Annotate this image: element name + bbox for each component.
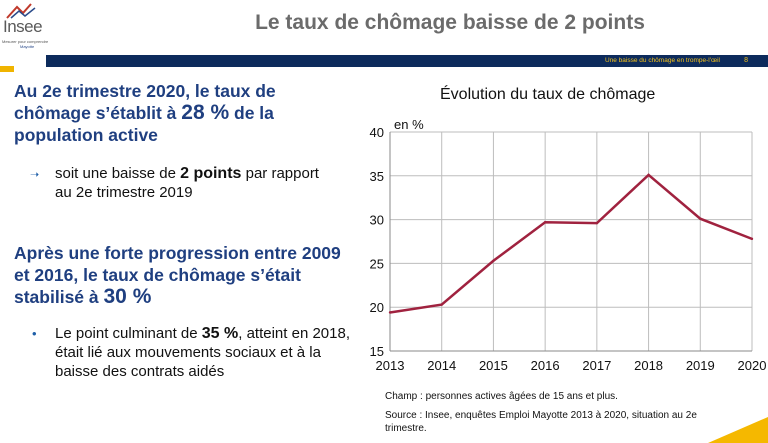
bullet1-bold: 2 points [180,165,242,182]
bullet2-tail: , atteint en 2018, était lié aux mouveme… [55,325,350,380]
heading2-value: 30 % [103,285,152,308]
logo-region: Mayotte [20,44,35,49]
bullet2-text: Le point culminant de [55,325,202,342]
slide-subtitle: Une baisse du chômage en trompe-l'œil [604,57,720,64]
x-tick-label: 2017 [582,358,611,373]
heading1-text: Au 2e trimestre 2020, le taux de chômage… [14,81,276,123]
y-tick-label: 20 [370,300,384,315]
x-tick-label: 2018 [634,358,663,373]
heading2-text: Après une forte progression entre 2009 e… [14,243,341,307]
heading1-tail: de la population active [14,103,274,145]
corner-decoration [708,417,768,443]
note-source: Source : Insee, enquêtes Emploi Mayotte … [385,410,697,434]
chart-title: Évolution du taux de chômage [440,86,656,103]
data-point [440,303,443,306]
y-tick-label: 25 [370,256,384,271]
slide-title: Le taux de chômage baisse de 2 points [255,11,645,34]
y-axis-label: en % [394,117,424,132]
heading-history: Après une forte progression entre 2009 e… [14,242,344,308]
data-point [647,173,650,177]
accent-bar [0,66,14,72]
bullet-decrease: soit une baisse de 2 points par rapport … [55,164,320,202]
page-number: 8 [744,57,748,64]
x-tick-label: 2019 [686,358,715,373]
header-bar: Une baisse du chômage en trompe-l'œil 8 [46,55,768,67]
y-tick-label: 35 [370,169,384,184]
x-tick-label: 2014 [427,358,456,373]
series-line [389,173,753,314]
note-champ: Champ : personnes actives âgées de 15 an… [385,391,618,402]
y-tick-label: 15 [370,344,384,359]
x-tick-label: 2013 [376,358,405,373]
dot-bullet-icon: • [32,326,37,341]
bullet-peak: Le point culminant de 35 %, atteint en 2… [55,324,365,381]
heading-current-rate: Au 2e trimestre 2020, le taux de chômage… [14,80,332,146]
data-point [543,221,547,224]
x-tick-label: 2016 [531,358,560,373]
logo-word: Insee [3,17,43,36]
logo-tagline: Mesurer pour comprendre [2,39,49,44]
data-point [388,311,392,314]
x-tick-label: 2015 [479,358,508,373]
heading1-value: 28 % [181,101,230,124]
x-tick-label: 2020 [738,358,767,373]
data-point [699,217,702,220]
data-point [492,259,495,262]
y-tick-label: 40 [370,125,384,140]
unemployment-line-chart: 15 20 25 30 35 40 2013 2014 2015 2016 2017 2018 2019… [370,117,767,373]
data-point [750,237,754,241]
bullet2-bold: 35 % [201,325,239,342]
insee-logo-mark-icon [6,3,36,19]
insee-logo: Insee Mesurer pour comprendre Mayotte [0,0,49,50]
data-point [595,221,599,225]
bullet1-tail: par rapport au 2e trimestre 2019 [55,165,319,201]
arrow-bullet-icon: ➝ [30,169,40,181]
y-tick-label: 30 [370,213,384,228]
bullet1-text: soit une baisse de [55,165,181,182]
